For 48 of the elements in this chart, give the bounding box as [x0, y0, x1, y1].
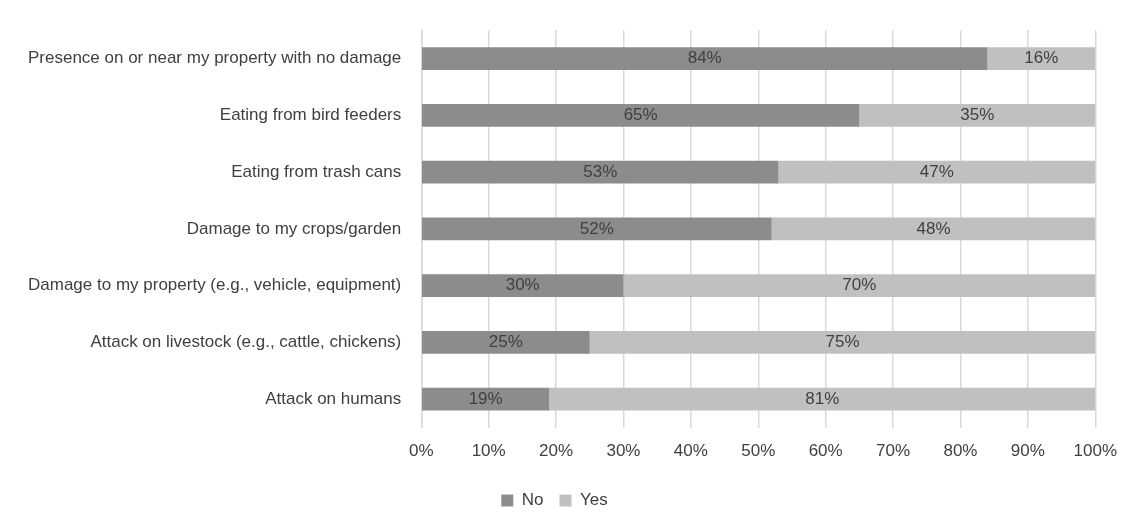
- y-tick-label: Eating from trash cans: [231, 161, 402, 181]
- data-label: 70%: [842, 275, 877, 295]
- data-label: 65%: [623, 105, 658, 125]
- bar: [778, 160, 1096, 184]
- x-tick-label: 30%: [606, 441, 641, 461]
- x-tick-label: 40%: [673, 441, 708, 461]
- bar: [422, 331, 590, 354]
- y-tick-label: Presence on or near my property with no damage: [27, 48, 402, 68]
- bar: [589, 331, 1096, 354]
- data-label: 84%: [687, 48, 722, 68]
- y-tick-label: Eating from bird feeders: [219, 105, 402, 125]
- x-tick-label: 10%: [471, 441, 506, 461]
- bar: [422, 387, 550, 411]
- bar: [549, 387, 1096, 411]
- data-label: 19%: [468, 388, 503, 408]
- bar: [422, 47, 988, 70]
- x-tick-label: 60%: [808, 441, 843, 461]
- data-label: 53%: [583, 161, 618, 181]
- data-label: 52%: [579, 218, 614, 238]
- data-label: 25%: [488, 332, 523, 352]
- bar: [422, 104, 860, 127]
- bar: [771, 217, 1096, 241]
- bar: [623, 274, 1096, 298]
- data-label: 81%: [805, 388, 840, 408]
- x-tick-label: 20%: [539, 441, 574, 461]
- x-tick-label: 100%: [1073, 441, 1117, 461]
- data-label: 16%: [1024, 48, 1059, 68]
- data-label: 47%: [919, 161, 954, 181]
- data-label: 35%: [960, 105, 995, 125]
- bar: [987, 47, 1096, 70]
- x-tick-label: 70%: [876, 441, 911, 461]
- data-label: 75%: [825, 332, 860, 352]
- y-tick-label: Attack on humans: [265, 388, 402, 408]
- data-label: 48%: [916, 218, 951, 238]
- y-tick-label: Damage to my property (e.g., vehicle, equipment): [28, 275, 402, 295]
- bar: [859, 104, 1096, 127]
- legend-label: No: [521, 490, 544, 510]
- x-tick-label: 50%: [741, 441, 776, 461]
- bar: [422, 274, 624, 298]
- x-tick-label: 80%: [943, 441, 978, 461]
- bar: [422, 160, 779, 184]
- x-tick-label: 90%: [1010, 441, 1045, 461]
- bar: [422, 217, 772, 241]
- y-tick-label: Damage to my crops/garden: [186, 218, 402, 238]
- data-label: 30%: [505, 275, 540, 295]
- legend-label: Yes: [580, 490, 608, 510]
- y-tick-label: Attack on livestock (e.g., cattle, chickens): [90, 332, 402, 352]
- x-tick-label: 0%: [408, 441, 434, 461]
